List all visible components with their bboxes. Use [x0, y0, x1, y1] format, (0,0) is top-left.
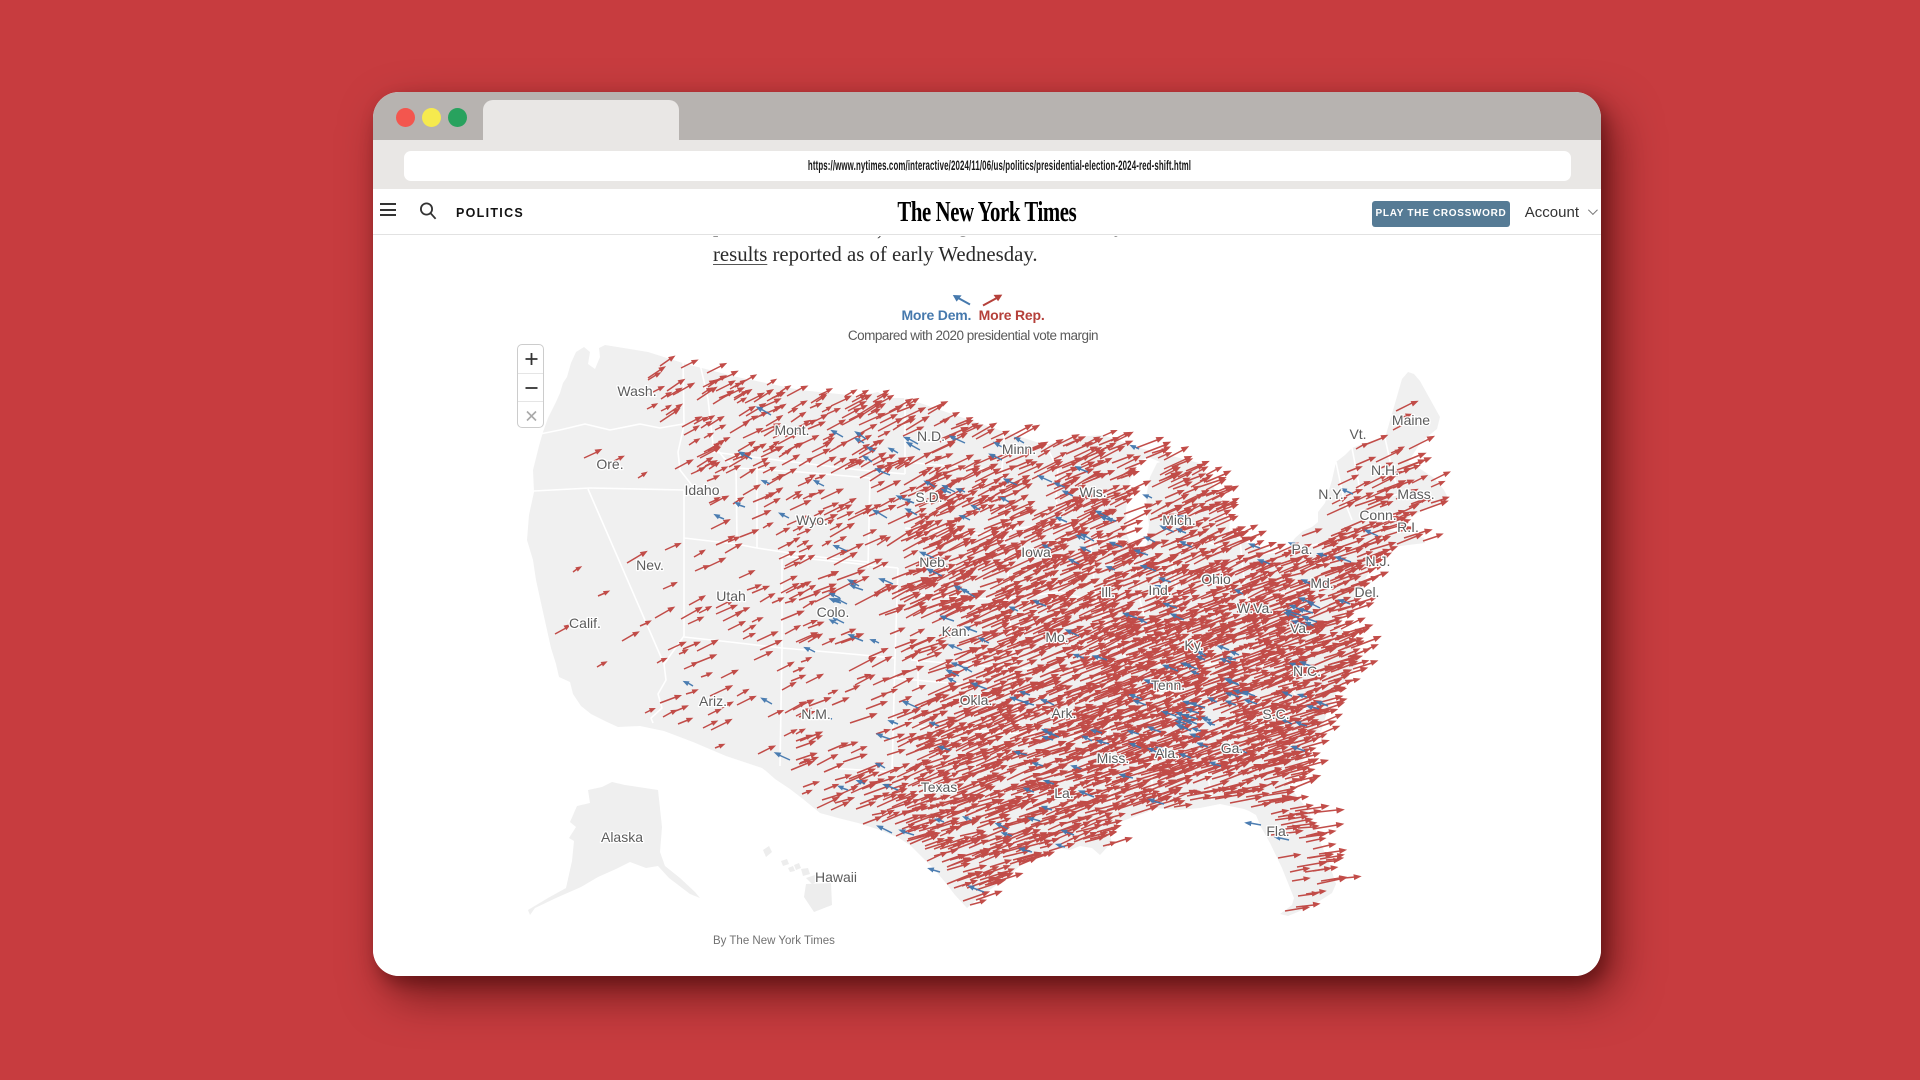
svg-text:Alaska: Alaska [601, 829, 643, 845]
svg-text:Iowa: Iowa [1021, 544, 1051, 560]
svg-text:Colo.: Colo. [817, 604, 850, 620]
svg-text:Minn.: Minn. [1002, 441, 1036, 457]
svg-text:Pa.: Pa. [1291, 541, 1312, 557]
svg-text:Md.: Md. [1310, 575, 1333, 591]
svg-text:Ore.: Ore. [596, 456, 623, 472]
svg-text:Ind.: Ind. [1148, 582, 1171, 598]
svg-text:N.M.: N.M. [801, 706, 831, 722]
svg-text:Ga.: Ga. [1221, 740, 1244, 756]
svg-text:Utah: Utah [716, 588, 746, 604]
svg-text:Ariz.: Ariz. [699, 693, 727, 709]
svg-text:S.D.: S.D. [915, 489, 942, 505]
svg-text:Ala.: Ala. [1155, 745, 1179, 761]
svg-text:Miss.: Miss. [1097, 750, 1130, 766]
svg-text:W.Va.: W.Va. [1237, 600, 1273, 616]
svg-text:Kan.: Kan. [942, 623, 971, 639]
svg-text:N.C.: N.C. [1293, 663, 1321, 679]
svg-text:Tenn.: Tenn. [1151, 677, 1185, 693]
svg-text:La.: La. [1054, 785, 1073, 801]
svg-text:Mass.: Mass. [1397, 486, 1434, 502]
svg-text:N.D.: N.D. [917, 428, 945, 444]
svg-text:Fla.: Fla. [1266, 823, 1289, 839]
svg-text:Ohio: Ohio [1201, 571, 1231, 587]
svg-text:Ill.: Ill. [1101, 584, 1115, 600]
svg-text:N.Y.: N.Y. [1318, 486, 1343, 502]
svg-text:Nev.: Nev. [636, 557, 664, 573]
svg-text:Conn.: Conn. [1359, 507, 1396, 523]
svg-text:Maine: Maine [1392, 412, 1430, 428]
svg-text:Ark.: Ark. [1052, 705, 1077, 721]
svg-text:Mo.: Mo. [1045, 629, 1068, 645]
svg-text:S.C.: S.C. [1262, 706, 1289, 722]
svg-text:Wis.: Wis. [1079, 484, 1106, 500]
svg-text:Va.: Va. [1290, 620, 1310, 636]
svg-text:Texas: Texas [921, 779, 958, 795]
svg-text:Mont.: Mont. [774, 422, 809, 438]
svg-text:Calif.: Calif. [569, 615, 601, 631]
svg-text:Vt.: Vt. [1349, 426, 1366, 442]
svg-text:Okla.: Okla. [960, 692, 993, 708]
svg-text:Del.: Del. [1355, 584, 1380, 600]
svg-text:Wyo.: Wyo. [796, 512, 828, 528]
svg-text:Hawaii: Hawaii [815, 869, 857, 885]
svg-text:N.H.: N.H. [1371, 462, 1399, 478]
svg-text:Mich.: Mich. [1162, 512, 1195, 528]
svg-text:Neb.: Neb. [919, 554, 949, 570]
svg-text:Idaho: Idaho [684, 482, 719, 498]
svg-text:Ky.: Ky. [1184, 637, 1203, 653]
svg-text:N.J.: N.J. [1366, 553, 1391, 569]
svg-text:R.I.: R.I. [1397, 519, 1419, 535]
svg-text:Wash.: Wash. [617, 383, 656, 399]
